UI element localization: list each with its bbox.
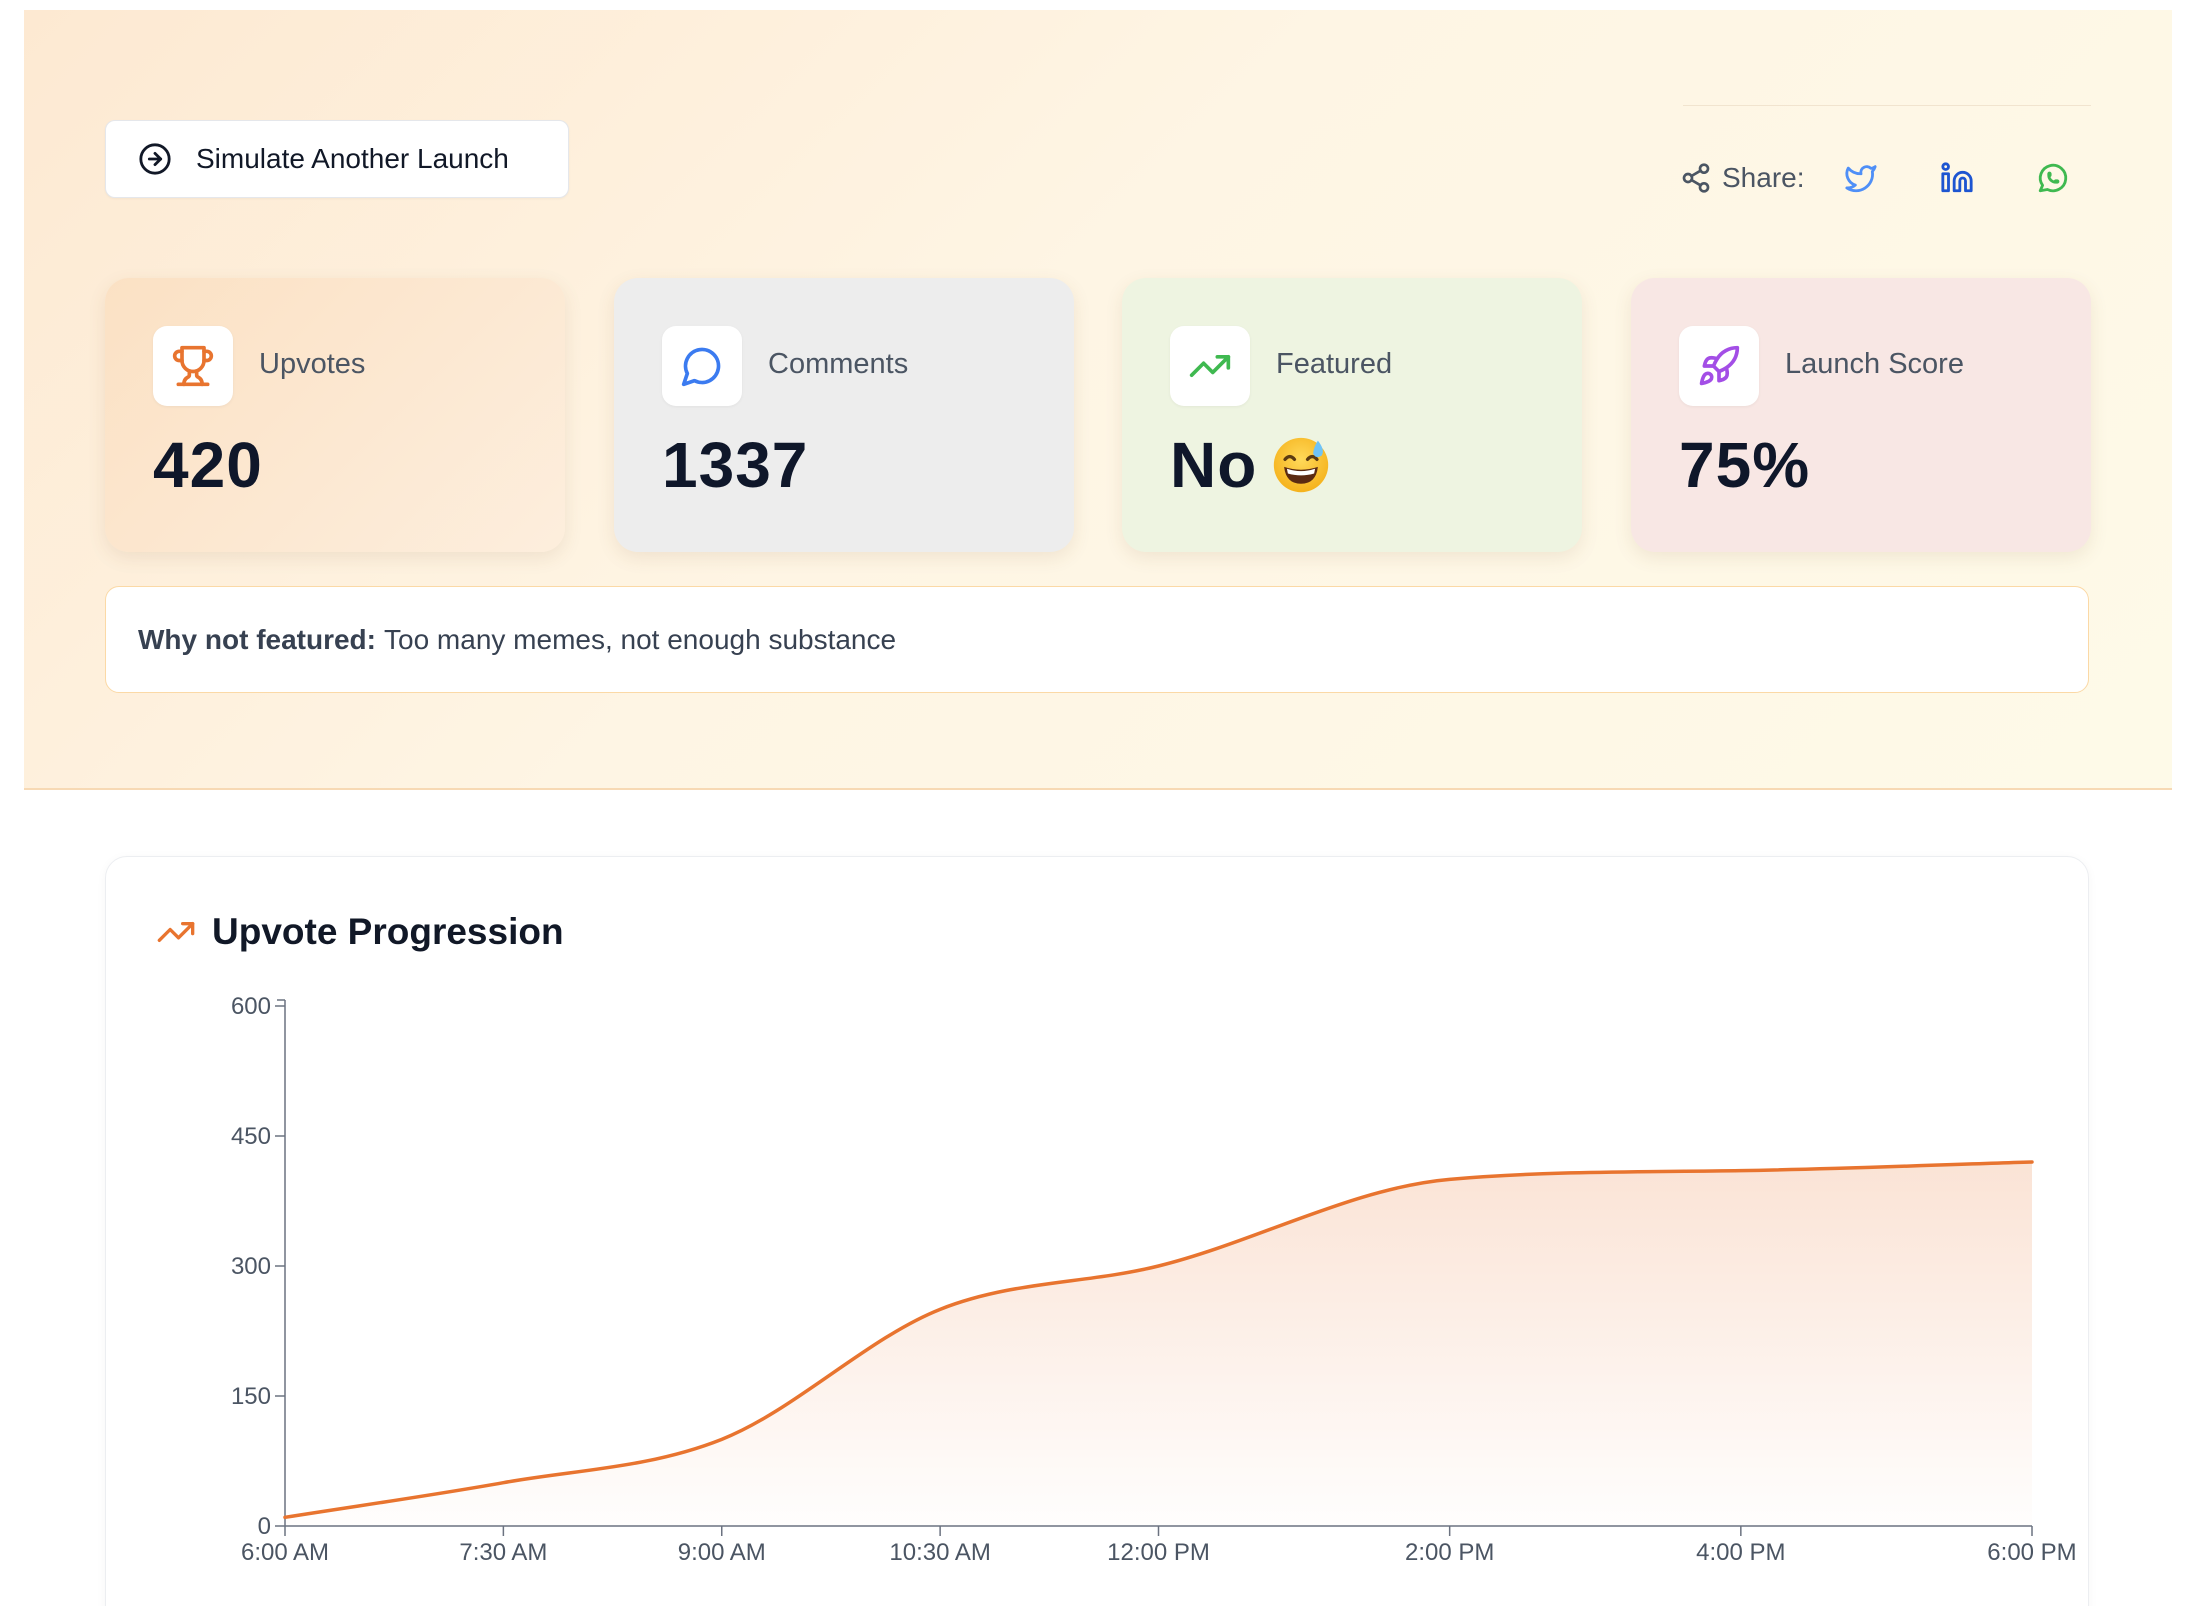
x-tick-label: 9:00 AM xyxy=(678,1539,766,1566)
share-icon xyxy=(1682,163,1710,193)
why-not-featured-notice: Why not featured: Too many memes, not en… xyxy=(105,586,2089,693)
upvotes-card: Upvotes 420 xyxy=(105,278,565,552)
y-tick-label: 600 xyxy=(231,993,271,1020)
launch-score-icon-box xyxy=(1679,326,1759,406)
simulate-another-launch-button[interactable]: Simulate Another Launch xyxy=(105,120,569,198)
x-tick-label: 4:00 PM xyxy=(1696,1539,1785,1566)
comments-value: 1337 xyxy=(662,428,808,502)
upvote-line xyxy=(283,1160,2034,1520)
featured-card: Featured No xyxy=(1122,278,1582,552)
upvote-progression-card: Upvote Progression 0 150 300 450 600 6:00 AM 7… xyxy=(105,856,2089,1606)
featured-icon-box xyxy=(1170,326,1250,406)
share-linkedin-button[interactable] xyxy=(1939,160,1975,196)
comments-count: 1337 xyxy=(662,429,809,501)
simulate-button-label: Simulate Another Launch xyxy=(196,143,509,174)
y-tick-label: 450 xyxy=(231,1123,271,1150)
x-tick-label: 6:00 PM xyxy=(1987,1539,2076,1566)
upvotes-value: 420 xyxy=(153,428,263,502)
featured-value: No xyxy=(1170,428,1331,502)
upvotes-count: 420 xyxy=(153,429,263,501)
x-tick-label: 6:00 AM xyxy=(241,1539,329,1566)
share-twitter-button[interactable] xyxy=(1843,160,1879,196)
why-not-featured-text: Too many memes, not enough substance xyxy=(384,623,897,655)
message-circle-icon xyxy=(681,347,721,387)
comments-card: Comments 1337 xyxy=(614,278,1074,552)
arrow-right-circle-icon xyxy=(139,143,171,175)
x-tick-label: 7:30 AM xyxy=(459,1539,547,1566)
x-tick-label: 10:30 AM xyxy=(889,1539,990,1566)
launch-score-label: Launch Score xyxy=(1785,348,1964,380)
rocket-icon xyxy=(1699,345,1740,386)
launch-score-value: 75% xyxy=(1679,428,1810,502)
upvotes-icon-box xyxy=(153,326,233,406)
trophy-icon xyxy=(172,345,214,387)
chart-title: Upvote Progression xyxy=(212,911,564,952)
featured-label: Featured xyxy=(1276,348,1393,380)
chart-header: Upvote Progression xyxy=(156,911,564,953)
upvotes-label: Upvotes xyxy=(259,348,366,380)
x-tick-label: 12:00 PM xyxy=(1107,1539,1210,1566)
trending-up-icon xyxy=(157,922,195,942)
header-divider xyxy=(1683,105,2091,106)
launch-score-percent: 75% xyxy=(1679,429,1811,501)
why-not-featured-label: Why not featured: xyxy=(138,623,376,655)
share-whatsapp-button[interactable] xyxy=(2035,160,2071,196)
y-tick-label: 0 xyxy=(258,1513,271,1540)
x-tick-label: 2:00 PM xyxy=(1405,1539,1494,1566)
whatsapp-icon xyxy=(2038,163,2067,193)
upvote-area-fill xyxy=(285,1162,2032,1526)
featured-status: No xyxy=(1170,429,1258,501)
comments-label: Comments xyxy=(768,348,909,380)
twitter-icon xyxy=(1844,165,1877,193)
y-tick-label: 300 xyxy=(231,1253,271,1280)
comments-icon-box xyxy=(662,326,742,406)
y-tick-label: 150 xyxy=(231,1383,271,1410)
launch-score-card: Launch Score 75% xyxy=(1631,278,2091,552)
share-bar: Share: xyxy=(1680,156,2071,200)
linkedin-icon xyxy=(1940,162,1973,193)
share-label: Share: xyxy=(1722,162,1805,193)
upvote-progression-chart: 0 150 300 450 600 6:00 AM 7:30 AM 9:00 AM 10:30 … xyxy=(231,993,2077,1566)
trending-up-icon xyxy=(1189,355,1231,377)
grinning-sweat-emoji xyxy=(1274,437,1329,493)
